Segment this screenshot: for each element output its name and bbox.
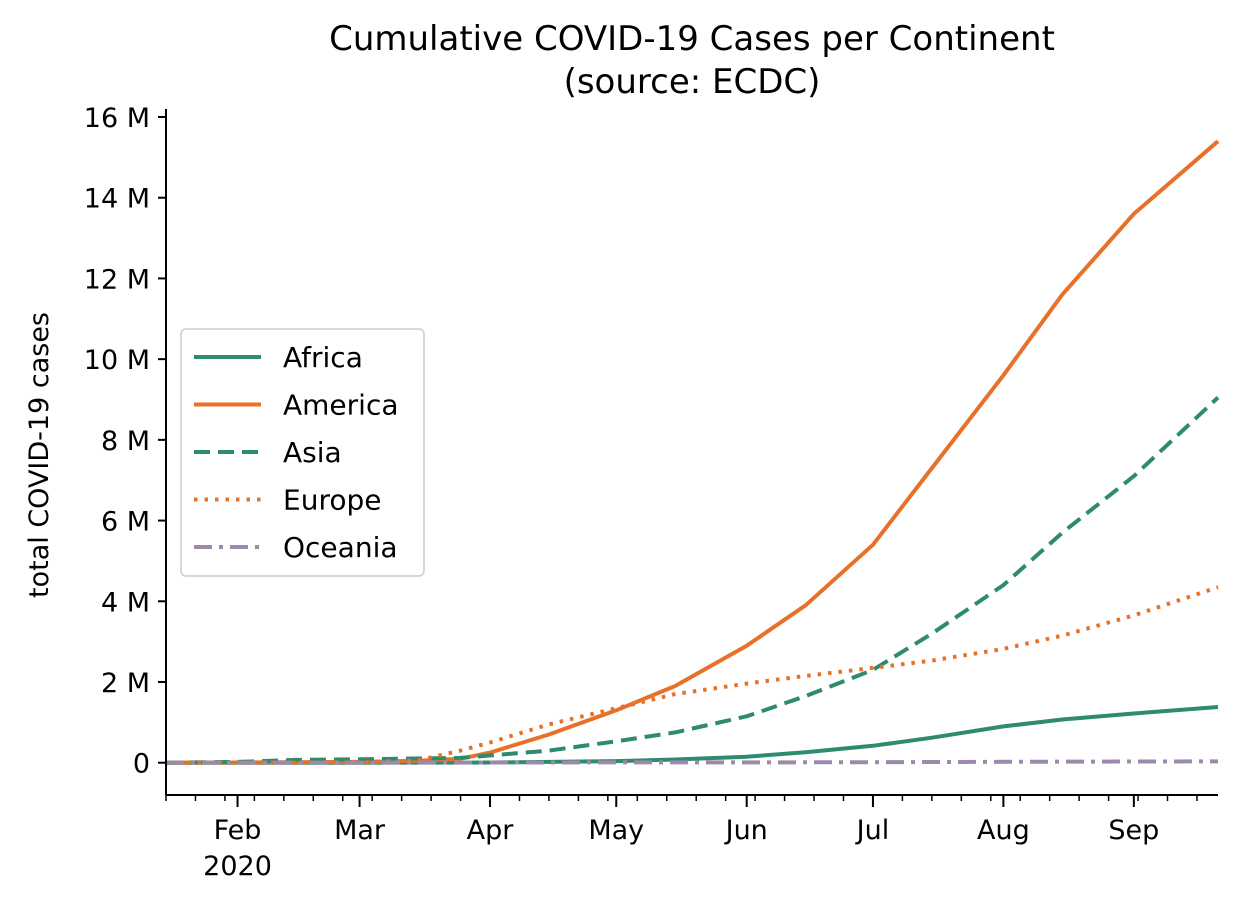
x-tick-label: Jul bbox=[855, 815, 890, 846]
series-line-africa bbox=[166, 705, 1219, 765]
x-tick-label: Feb bbox=[214, 815, 262, 846]
series-line-asia bbox=[165, 396, 1220, 765]
chart-subtitle: (source: ECDC) bbox=[564, 62, 821, 102]
legend: Africa America Asia Europe Oceania bbox=[180, 328, 425, 577]
y-tick-label: 6 M bbox=[101, 507, 150, 538]
x-tick-label: May bbox=[588, 815, 644, 846]
x-tick-label: Mar bbox=[334, 815, 386, 846]
legend-label: Oceania bbox=[283, 531, 398, 564]
series-lines bbox=[165, 139, 1220, 765]
y-tick-label: 14 M bbox=[84, 184, 150, 215]
y-tick-label: 12 M bbox=[84, 264, 150, 295]
legend-box bbox=[180, 328, 425, 577]
x-tick-label: Jun bbox=[724, 815, 768, 846]
y-axis-label: total COVID-19 cases bbox=[24, 312, 55, 598]
x-axis: Feb 2020 Mar Apr May Jun Jul Aug Sep bbox=[165, 794, 1218, 882]
x-tick-label: Aug bbox=[977, 815, 1030, 846]
chart-title: Cumulative COVID-19 Cases per Continent bbox=[329, 19, 1055, 59]
y-tick-label: 4 M bbox=[101, 587, 150, 618]
legend-label: America bbox=[283, 389, 399, 422]
legend-label: Africa bbox=[283, 341, 363, 374]
legend-label: Asia bbox=[283, 436, 342, 469]
legend-label: Europe bbox=[283, 484, 381, 517]
y-tick-label: 2 M bbox=[101, 668, 150, 699]
y-tick-label: 8 M bbox=[101, 426, 150, 457]
x-tick-label: Apr bbox=[467, 815, 515, 846]
y-tick-label: 10 M bbox=[84, 345, 150, 376]
x-tick-sublabel: 2020 bbox=[203, 851, 272, 882]
x-tick-label: Sep bbox=[1108, 815, 1159, 846]
series-line-oceania bbox=[165, 759, 1219, 765]
y-tick-label: 0 bbox=[133, 749, 150, 780]
y-tick-label: 16 M bbox=[84, 103, 150, 134]
y-axis: 0 2 M 4 M 6 M 8 M 10 M 12 M 14 M 16 M bbox=[84, 103, 167, 795]
